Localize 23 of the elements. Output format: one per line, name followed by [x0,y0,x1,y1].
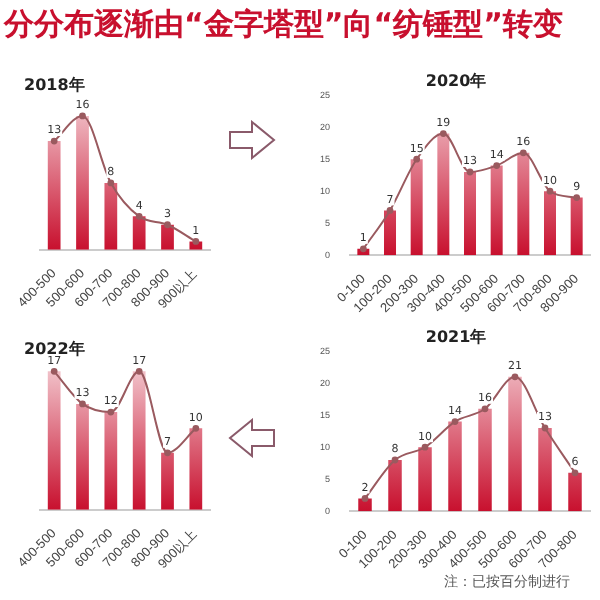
bar [437,133,450,256]
bar [132,371,146,510]
bar [448,421,462,512]
bar [570,197,583,256]
bar [490,165,503,256]
text: 分分布逐渐由“金字塔型”向“纺锤型”转变 [4,6,563,44]
chart-title: 2018年 [24,75,85,94]
chart-title: 2022年 [24,339,85,358]
bar [189,428,203,510]
chart-title: 2021年 [425,327,487,346]
bar [478,408,492,512]
bar [517,152,530,256]
bar [76,403,89,510]
bar [568,472,582,512]
bar [132,216,146,250]
chart-title: 2020年 [425,71,487,90]
bar [47,371,61,510]
bar [384,210,397,256]
bar [161,224,174,250]
bar [161,452,174,510]
bar [508,376,522,512]
bar [104,182,118,250]
bar [76,115,89,250]
